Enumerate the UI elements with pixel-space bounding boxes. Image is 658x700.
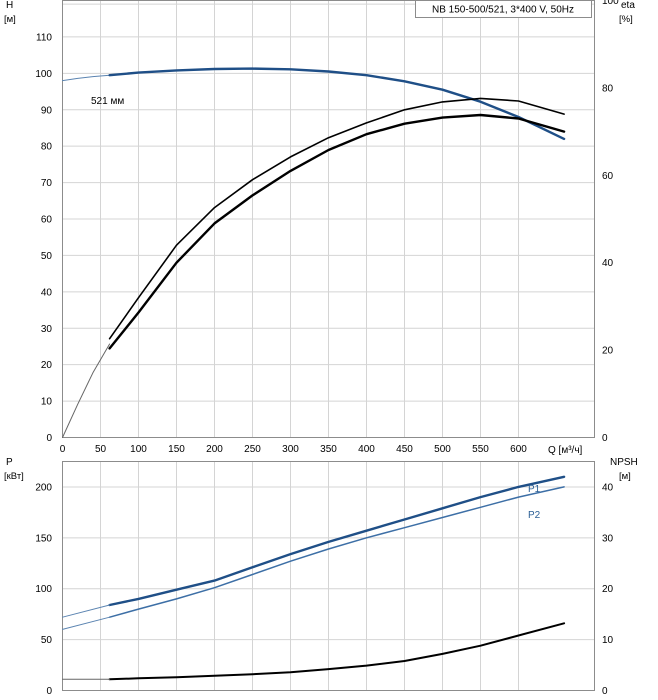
y-left-label-p: P [6,457,13,468]
series-p1 [108,475,566,607]
y-left-tick-label: 150 [35,533,52,544]
y-right-tick-label: 80 [602,83,614,94]
lower-plot-frame [62,461,595,691]
y-right-label-eta: eta [621,0,635,11]
y-left-tick-label: 70 [41,178,53,189]
chart-title-box [415,0,592,18]
y-left-tick-label: 200 [35,482,52,493]
y-left-tick-label: 110 [36,32,52,43]
x-tick-label: 600 [510,444,527,455]
series-npsh [108,622,566,681]
lower-series [62,475,566,681]
series-efficiency-outer [108,97,565,340]
impeller-diameter-annotation: 521 мм [91,96,124,107]
y-left-tick-label: 100 [35,69,52,80]
series-head [108,67,566,141]
upper-panel: 0 10 20 30 40 50 60 70 80 90 100 110 0 20 40 60 80 100 0 50… [4,0,635,456]
y-left-tick-label: 80 [41,142,53,153]
y-left-tick-label: 60 [41,215,53,226]
y-right-tick-label: 40 [602,258,614,269]
y-right-tick-label: 40 [602,482,614,493]
y-right-tick-label: 60 [602,171,614,182]
series-label-p1: P1 [528,484,541,495]
x-tick-label: 550 [472,444,489,455]
y-right-tick-label: 0 [602,433,608,444]
upper-plot-frame [62,0,595,438]
y-right-unit-npsh: [м] [619,471,631,482]
lower-panel: 0 50 100 150 200 0 10 20 30 40 P [кВт] NPSH [м] P… [4,457,638,697]
lower-grid [62,461,595,691]
y-right-tick-label: 30 [602,533,614,544]
x-tick-label: 500 [434,444,451,455]
x-tick-label: 0 [60,444,66,455]
y-left-tick-label: 20 [41,360,53,371]
y-left-tick-label: 50 [41,635,53,646]
series-label-p2: P2 [528,510,541,521]
x-axis-label: Q [м³/ч] [548,445,583,456]
x-tick-label: 400 [358,444,375,455]
series-p2 [108,486,565,618]
chart-title: NB 150-500/521, 3*400 V, 50Hz [432,5,574,16]
x-tick-label: 300 [282,444,299,455]
series-efficiency-extension [62,343,111,438]
y-right-tick-label: 20 [602,346,614,357]
y-left-tick-label: 50 [41,251,53,262]
y-left-tick-label: 10 [41,397,53,408]
x-tick-label: 100 [130,444,147,455]
series-P1-extension [62,604,111,618]
y-left-tick-label: 0 [46,686,52,697]
y-right-tick-label: 20 [602,584,614,595]
upper-series [62,67,566,438]
y-left-tick-label: 30 [41,324,53,335]
x-tick-label: 350 [320,444,337,455]
upper-ticks: 0 10 20 30 40 50 60 70 80 90 100 110 0 20 40 60 80 100 0 50… [35,0,619,455]
lower-ticks: 0 50 100 150 200 0 10 20 30 40 [35,482,613,697]
y-left-tick-label: 40 [41,287,53,298]
y-left-label-h: H [6,0,13,11]
y-left-unit-h: [м] [4,14,16,25]
series-head-extension [62,74,111,82]
y-right-tick-label: 10 [602,635,614,646]
y-left-tick-label: 0 [46,433,52,444]
y-left-unit-p: [кВт] [4,471,24,482]
x-tick-label: 450 [396,444,413,455]
x-tick-label: 250 [244,444,261,455]
x-tick-label: 150 [168,444,185,455]
y-right-tick-label: 100 [602,0,619,7]
x-tick-label: 200 [206,444,223,455]
series-efficiency-inner [108,113,566,350]
y-right-tick-label: 0 [602,686,608,697]
upper-grid [62,0,595,438]
y-right-label-npsh: NPSH [610,457,638,468]
series-P2-extension [62,616,111,630]
y-right-unit-eta: [%] [619,14,633,25]
y-left-tick-label: 100 [35,584,52,595]
x-tick-label: 50 [95,444,107,455]
y-left-tick-label: 90 [41,105,53,116]
